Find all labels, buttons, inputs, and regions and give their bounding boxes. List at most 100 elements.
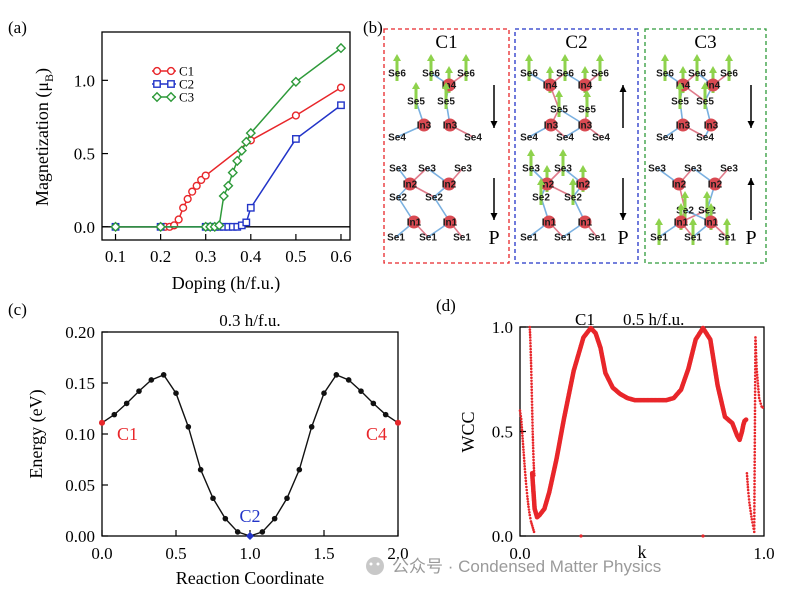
in-atom: [676, 118, 690, 132]
wcc-edge-point: [532, 466, 536, 470]
wcc-edge-point: [757, 387, 760, 391]
atom-label-bottom: Se1: [387, 233, 405, 244]
wcc-edge-point: [529, 361, 533, 365]
point-C1: [174, 215, 183, 224]
atom-label-bottom: Se1: [554, 233, 572, 244]
panel-d-x-axis-label: k: [638, 542, 647, 562]
wcc-edge-point: [755, 370, 759, 374]
wcc-edge-point: [750, 515, 753, 518]
x-tick-label: 0.2: [150, 247, 171, 266]
spin-arrow-head: [555, 90, 563, 97]
in-atom: [443, 215, 457, 229]
wcc-edge-point: [520, 428, 524, 432]
energy-point: [234, 529, 241, 535]
wcc-edge-point: [529, 520, 533, 523]
wcc-edge-point: [524, 482, 528, 486]
legend-label-C1: C1: [179, 64, 194, 79]
energy-point: [185, 424, 192, 430]
atom-label-bottom: Se3: [720, 164, 738, 175]
spin-arrow-head: [543, 165, 551, 172]
wcc-edge-point: [753, 383, 757, 387]
energy-point: [136, 388, 142, 394]
wcc-edge-point: [528, 511, 531, 514]
wcc-edge-point: [754, 351, 758, 355]
atom-label-top: Se6: [422, 69, 440, 80]
atom-label-top: In3: [704, 121, 719, 132]
atom-label-bottom: Se2: [389, 193, 407, 204]
wcc-edge-point: [522, 448, 525, 451]
point-C1: [291, 111, 300, 120]
wcc-edge-point: [753, 514, 756, 518]
in-atom: [544, 118, 558, 132]
watermark: 公众号 · Condensed Matter Physics: [366, 557, 661, 576]
watermark-text: 公众号 · Condensed Matter Physics: [392, 557, 661, 576]
wcc-edge-point: [531, 526, 535, 529]
series-line-C1: [115, 87, 342, 228]
x-tick-label: 0.3: [195, 247, 216, 266]
atom-label-top: In3: [443, 121, 458, 132]
wcc-edge-point: [753, 505, 756, 508]
panel-a-frame: [101, 31, 351, 241]
c4-point: [395, 419, 401, 426]
y-tick-label: 0.20: [65, 323, 95, 342]
atom-label-top: In3: [676, 121, 691, 132]
atom-label-bottom: Se1: [419, 233, 437, 244]
wcc-edge-point: [524, 479, 528, 483]
wcc-edge-point: [529, 370, 533, 374]
spin-arrow-head: [561, 54, 569, 61]
point-C3: [110, 221, 121, 233]
point-C3: [214, 220, 225, 231]
spin-arrow-head: [442, 82, 450, 89]
legend-marker: [152, 66, 162, 76]
x-tick-label: 0.4: [240, 247, 262, 266]
atom-label-top: Se5: [550, 105, 568, 116]
x-tick-label: 1.0: [239, 544, 260, 563]
wcc-edge-point: [530, 524, 534, 527]
wcc-edge-point: [746, 485, 750, 489]
wcc-edge-point: [530, 385, 533, 389]
atom-label-top: Se5: [696, 97, 714, 108]
panel-d-chart: C1 0.5 h/f.u. 0.0 1.0 0.0 0.5 1.0 k WCC: [458, 310, 775, 563]
y-tick-label: 0.05: [65, 476, 95, 495]
wcc-edge-point: [529, 356, 533, 359]
spin-arrow-head: [679, 66, 687, 73]
atom-label-bottom: In1: [704, 218, 719, 229]
atom-label-top: In3: [544, 121, 559, 132]
wcc-edge-point: [759, 402, 763, 405]
wcc-edge-point: [529, 359, 533, 362]
wcc-edge-point: [532, 455, 535, 459]
wcc-edge-point: [746, 488, 750, 492]
atom-label-top: In4: [543, 81, 558, 92]
wcc-edge-point: [753, 495, 756, 499]
wcc-edge-point: [530, 406, 534, 409]
point-C1: [201, 171, 210, 180]
atom-label-bottom: Se1: [588, 233, 606, 244]
x-tick-label: 0.6: [330, 247, 351, 266]
wcc-edge-point: [752, 530, 756, 534]
wcc-edge-point: [528, 328, 532, 331]
x-tick-label: 1.0: [753, 544, 774, 563]
atom-label-bottom: In2: [708, 180, 723, 191]
in-atom: [540, 177, 554, 191]
wcc-edge-point: [753, 447, 757, 451]
wcc-edge-point: [753, 418, 757, 422]
spin-arrow-head: [709, 66, 717, 73]
wcc-edge-point: [753, 476, 756, 479]
wcc-edge-point: [754, 342, 758, 346]
polarization-arrow-top-head: [747, 121, 755, 128]
panel-c-y-axis-label: Energy (eV): [26, 389, 47, 478]
atom-label-top: Se6: [520, 69, 538, 80]
atom-label-top: In4: [442, 81, 457, 92]
wcc-edge-point: [531, 430, 534, 433]
annotation-C1: C1: [117, 424, 138, 444]
wcc-edge-point: [753, 406, 757, 409]
panel-a-label: (a): [8, 18, 27, 37]
wcc-edge-point: [530, 382, 533, 386]
point-C1: [192, 181, 201, 190]
panel-c-label: (c): [8, 300, 27, 319]
wcc-edge-point: [530, 403, 534, 406]
wcc-edge-point: [755, 367, 758, 371]
point-C3: [236, 145, 247, 156]
spin-arrow-head: [393, 54, 401, 61]
wcc-edge-point: [531, 415, 534, 418]
